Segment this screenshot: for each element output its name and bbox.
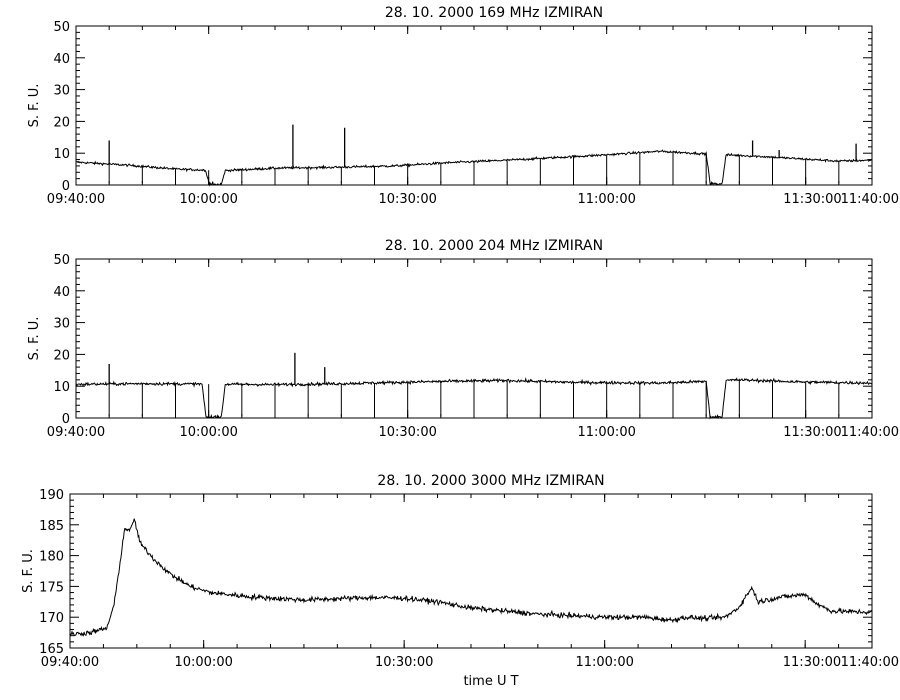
x-tick-label: 10:30:00: [375, 655, 433, 670]
y-tick-label: 180: [39, 550, 64, 565]
x-tick-label: 10:00:00: [179, 192, 237, 207]
chart-title: 28. 10. 2000 169 MHz IZMIRAN: [385, 5, 603, 21]
x-tick-label: 11:40:00: [841, 192, 899, 207]
chart-panel-1: 28. 10. 2000 169 MHz IZMIRAN 0 10 20 30 40 50 S…: [27, 5, 899, 207]
y-axis-label: S. F. U.: [27, 317, 42, 361]
y-tick-label: 0: [62, 412, 70, 427]
y-axis-label: S. F. U.: [21, 549, 36, 593]
y-tick-label: 40: [53, 285, 70, 300]
x-tick-label: 11:30:00: [783, 192, 841, 207]
chart-title: 28. 10. 2000 204 MHz IZMIRAN: [385, 238, 603, 254]
y-tick-label: 30: [53, 84, 70, 99]
x-tick-label: 11:00:00: [575, 655, 633, 670]
chart-panel-2: 28. 10. 2000 204 MHz IZMIRAN 0 10 20 30 40 50 S…: [27, 238, 899, 440]
plot-frame: [69, 493, 873, 649]
y-tick-label: 20: [53, 115, 70, 130]
y-tick-label: 30: [53, 317, 70, 332]
x-tick-label: 11:40:00: [841, 655, 899, 670]
y-tick-label: 10: [53, 147, 70, 162]
y-tick-label: 0: [62, 179, 70, 194]
data-series-line: [69, 518, 873, 637]
x-tick-label: 10:00:00: [179, 425, 237, 440]
y-tick-label: 50: [53, 253, 70, 268]
y-tick-label: 10: [53, 380, 70, 395]
y-tick-label: 50: [53, 20, 70, 35]
x-tick-label: 11:30:00: [783, 425, 841, 440]
x-tick-label: 10:30:00: [378, 192, 436, 207]
y-tick-label: 175: [39, 580, 64, 595]
y-tick-label: 165: [39, 642, 64, 657]
x-tick-label: 09:40:00: [41, 655, 99, 670]
x-tick-label: 09:40:00: [47, 425, 105, 440]
x-tick-label: 10:00:00: [174, 655, 232, 670]
chart-title: 28. 10. 2000 3000 MHz IZMIRAN: [377, 473, 604, 489]
x-axis-label: time U T: [463, 674, 518, 689]
x-tick-label: 11:40:00: [841, 425, 899, 440]
y-tick-label: 40: [53, 52, 70, 67]
x-tick-label: 09:40:00: [47, 192, 105, 207]
y-tick-label: 190: [39, 488, 64, 503]
data-series-line: [75, 377, 873, 420]
x-tick-label: 11:30:00: [783, 655, 841, 670]
x-tick-label: 11:00:00: [577, 425, 635, 440]
y-tick-label: 185: [39, 519, 64, 534]
chart-panel-3: 28. 10. 2000 3000 MHz IZMIRAN 165 170 175 18…: [21, 473, 899, 689]
y-tick-label: 20: [53, 348, 70, 363]
x-tick-label: 10:30:00: [378, 425, 436, 440]
y-tick-label: 170: [39, 611, 64, 626]
x-tick-label: 11:00:00: [577, 192, 635, 207]
y-axis-label: S. F. U.: [27, 84, 42, 128]
